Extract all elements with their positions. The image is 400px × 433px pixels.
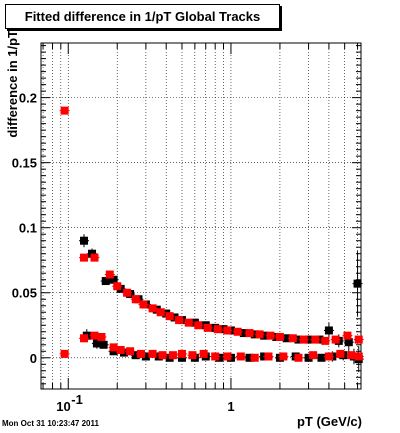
x-tick-label: 10 (56, 399, 70, 414)
data-point (177, 349, 186, 358)
data-point (294, 353, 303, 362)
data-point (168, 351, 177, 360)
data-point (336, 349, 345, 358)
series-red (59, 106, 364, 362)
data-point (60, 106, 69, 115)
y-tick-label: 0.2 (19, 91, 37, 106)
data-point (233, 327, 242, 336)
data-point (260, 331, 269, 340)
data-point (264, 352, 273, 361)
data-point (294, 335, 303, 344)
data-point (255, 330, 264, 339)
data-point (158, 351, 167, 360)
data-point (194, 321, 203, 330)
data-point (344, 338, 353, 347)
data-point (175, 316, 184, 325)
data-point (343, 331, 352, 340)
data-point (90, 331, 99, 340)
data-point (80, 334, 89, 343)
data-point (223, 326, 232, 335)
data-point (148, 304, 157, 313)
data-point (131, 295, 140, 304)
data-point (97, 332, 106, 341)
data-point (113, 282, 122, 291)
data-point (211, 352, 220, 361)
y-tick-label: 0.1 (19, 221, 37, 236)
data-point (245, 353, 254, 362)
data-point (165, 312, 174, 321)
data-point (156, 308, 165, 317)
data-point (137, 349, 146, 358)
data-point (123, 288, 132, 297)
chart-title: Fitted difference in 1/pT Global Tracks (5, 4, 280, 29)
timestamp: Mon Oct 31 10:23:47 2011 (2, 419, 99, 428)
data-point (347, 351, 356, 360)
data-point (213, 325, 222, 334)
data-point (131, 351, 140, 360)
data-point (321, 336, 330, 345)
y-axis-label: difference in 1/pT (5, 30, 20, 138)
plot-frame (40, 42, 362, 390)
data-point (139, 300, 148, 309)
data-point (288, 334, 297, 343)
data-point (109, 275, 118, 284)
data-point (109, 343, 118, 352)
data-point (223, 352, 232, 361)
data-point (354, 352, 363, 361)
data-point (101, 277, 110, 286)
data-point (90, 253, 99, 262)
data-series (59, 106, 364, 373)
data-point (309, 351, 318, 360)
data-point (184, 318, 193, 327)
data-point (239, 329, 248, 338)
data-point (279, 352, 288, 361)
tick-labels: 0 0.05 0.1 0.15 0.2 10 -1 1 (12, 91, 235, 414)
data-point (116, 345, 125, 354)
data-point (80, 253, 89, 262)
data-point (170, 313, 179, 322)
data-point (250, 353, 259, 362)
data-point (331, 335, 340, 344)
data-point (60, 349, 69, 358)
x-tick-label: 1 (227, 399, 234, 414)
data-point (199, 349, 208, 358)
data-point (317, 353, 326, 362)
data-point (311, 335, 320, 344)
x-tick-label-exponent: -1 (71, 392, 83, 407)
y-tick-label: 0.05 (12, 286, 37, 301)
data-point (105, 270, 114, 279)
data-point (80, 236, 89, 245)
data-point (92, 339, 101, 348)
data-point (324, 352, 333, 361)
data-point (141, 352, 150, 361)
data-point (236, 352, 245, 361)
data-point (324, 326, 333, 335)
data-point (215, 353, 224, 362)
data-point (353, 279, 362, 288)
data-point (282, 334, 291, 343)
data-point (354, 335, 363, 344)
data-point (188, 351, 197, 360)
y-tick-label: 0.15 (12, 156, 37, 171)
x-axis-label: pT (GeV/c) (297, 414, 362, 429)
y-tick-label: 0 (30, 351, 37, 366)
data-point (99, 340, 108, 349)
data-point (126, 347, 135, 356)
data-point (304, 353, 313, 362)
data-point (148, 349, 157, 358)
data-point (299, 335, 308, 344)
data-point (203, 323, 212, 332)
axis-ticks (41, 43, 361, 389)
data-point (266, 331, 275, 340)
data-point (275, 332, 284, 341)
data-point (245, 329, 254, 338)
